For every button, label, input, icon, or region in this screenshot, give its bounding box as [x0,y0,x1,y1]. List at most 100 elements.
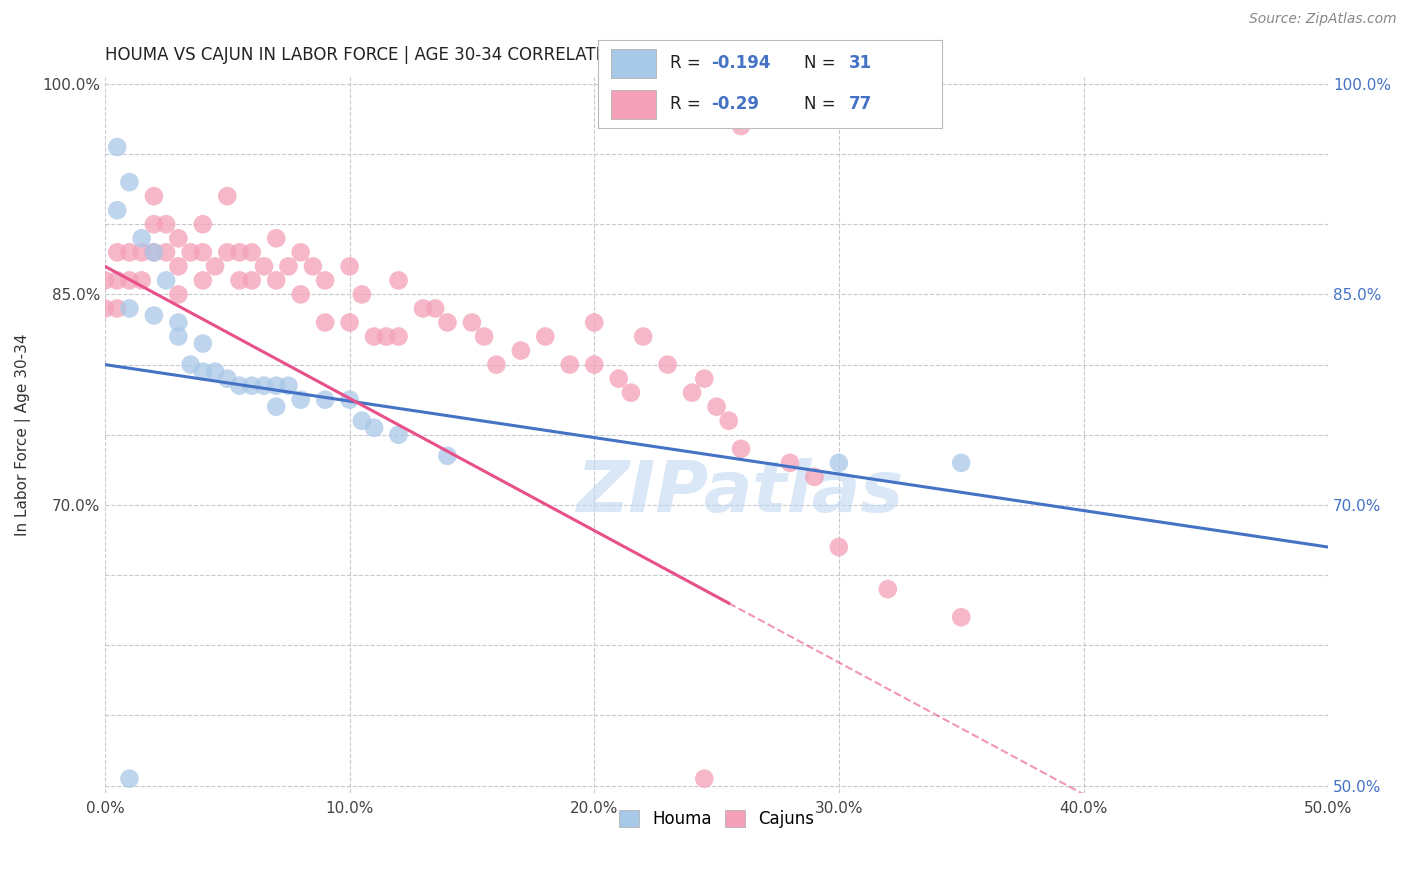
Point [131,245,153,260]
Point [105,301,128,316]
Point [142,245,165,260]
Text: R =: R = [669,54,706,72]
FancyBboxPatch shape [612,90,657,119]
Point [436,449,458,463]
Point [264,378,287,392]
Point [339,316,361,330]
Point [204,365,226,379]
Point [436,316,458,330]
Point [803,470,825,484]
Point [363,329,385,343]
Point [94,273,117,287]
Point [607,371,630,385]
Point [240,245,263,260]
Point [290,392,312,407]
Point [191,273,214,287]
Point [472,329,495,343]
Point [339,260,361,274]
Point [105,273,128,287]
Point [228,273,250,287]
Text: R =: R = [669,95,706,113]
Point [387,329,409,343]
Point [693,371,716,385]
Point [717,414,740,428]
Point [264,400,287,414]
Point [876,582,898,596]
Point [118,301,141,316]
Point [558,358,581,372]
Point [253,260,276,274]
Point [314,392,336,407]
Point [302,260,325,274]
Point [425,301,447,316]
Point [950,456,973,470]
Point [131,231,153,245]
Point [167,260,190,274]
Point [167,316,190,330]
Point [290,287,312,301]
Point [191,365,214,379]
Point [167,287,190,301]
Text: HOUMA VS CAJUN IN LABOR FORCE | AGE 30-34 CORRELATION CHART: HOUMA VS CAJUN IN LABOR FORCE | AGE 30-3… [105,46,688,64]
Point [264,273,287,287]
Point [217,245,239,260]
Point [105,140,128,154]
Point [142,245,165,260]
Point [118,772,141,786]
Point [228,245,250,260]
Point [191,336,214,351]
Point [240,273,263,287]
Point [657,358,679,372]
Point [730,442,752,456]
Y-axis label: In Labor Force | Age 30-34: In Labor Force | Age 30-34 [15,334,31,536]
Point [681,385,703,400]
Point [155,217,177,231]
Point [828,456,851,470]
Text: ZIPatlas: ZIPatlas [578,458,904,526]
Point [105,203,128,218]
Point [730,119,752,133]
Point [240,378,263,392]
Point [253,378,276,392]
Point [706,400,728,414]
Point [387,427,409,442]
Point [693,772,716,786]
Point [828,540,851,554]
Point [387,273,409,287]
Point [534,329,557,343]
Point [350,414,373,428]
Point [155,273,177,287]
Point [180,245,202,260]
Point [363,421,385,435]
Point [583,358,606,372]
Point [339,392,361,407]
Point [142,309,165,323]
Point [620,385,643,400]
Point [631,329,654,343]
Point [105,245,128,260]
Point [191,217,214,231]
Point [180,358,202,372]
Text: -0.29: -0.29 [711,95,759,113]
Point [277,378,299,392]
Point [118,175,141,189]
Point [779,456,801,470]
Point [217,371,239,385]
Point [118,273,141,287]
Point [693,84,716,98]
Point [228,378,250,392]
Text: N =: N = [804,54,841,72]
Point [277,260,299,274]
Text: -0.194: -0.194 [711,54,770,72]
Point [461,316,484,330]
Point [167,329,190,343]
Point [290,245,312,260]
Text: N =: N = [804,95,841,113]
Point [706,112,728,126]
Point [155,245,177,260]
Point [583,316,606,330]
Point [314,316,336,330]
Point [191,245,214,260]
Point [167,231,190,245]
Point [204,260,226,274]
